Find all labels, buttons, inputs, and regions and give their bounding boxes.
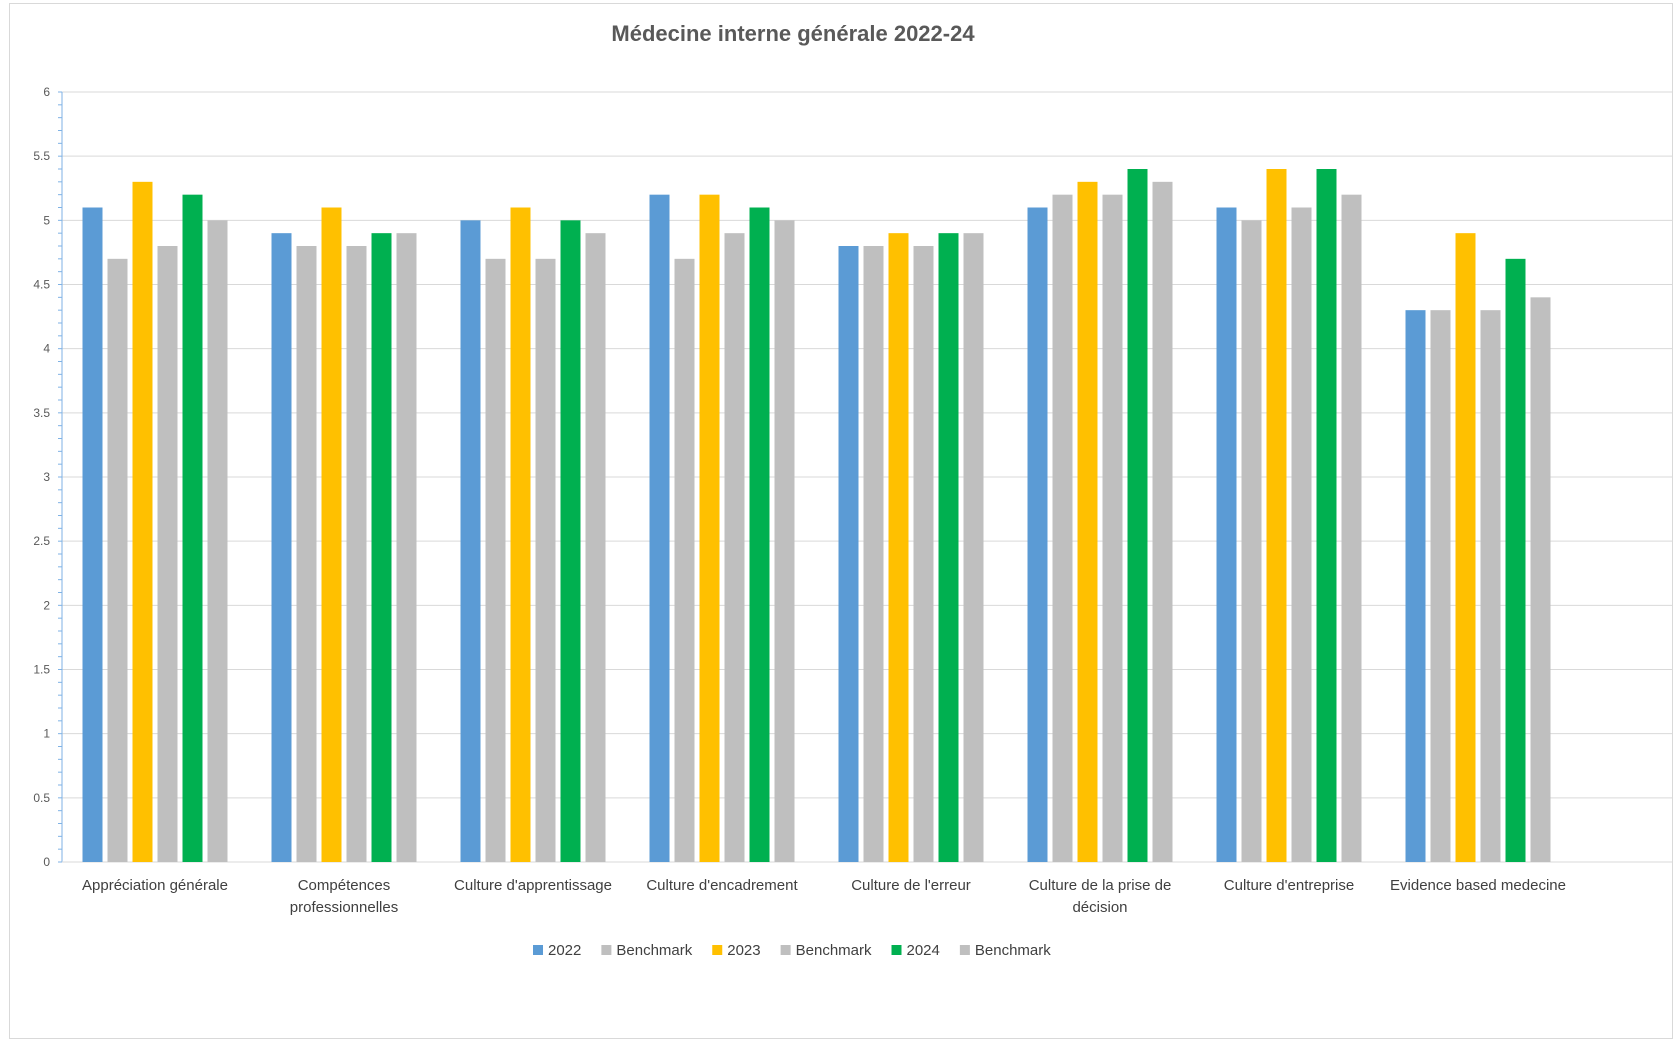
y-tick-label: 3 (43, 470, 50, 484)
bar-benchmark-3 (535, 258, 556, 862)
bar-2024-8 (1505, 258, 1526, 862)
y-tick-label: 5 (43, 213, 50, 227)
bar-2024-5 (938, 233, 959, 862)
bar-2024-3 (560, 220, 581, 863)
bar-2022-1 (82, 207, 103, 862)
bar-2024-6 (1127, 169, 1148, 862)
bar-benchmark-3 (585, 233, 606, 862)
bar-benchmark-4 (674, 258, 695, 862)
bar-benchmark-8 (1430, 310, 1451, 863)
legend-label: Benchmark (796, 942, 872, 959)
bar-2023-3 (510, 207, 531, 862)
x-category-label: Appréciation générale (82, 877, 228, 894)
bar-2023-4 (699, 194, 720, 862)
bar-benchmark-1 (207, 220, 228, 863)
y-tick-label: 3.5 (33, 406, 50, 420)
bar-2024-4 (749, 207, 770, 862)
bar-benchmark-1 (107, 258, 128, 862)
bar-2023-8 (1455, 233, 1476, 862)
bar-benchmark-2 (346, 246, 367, 862)
x-category-label: Culture d'encadrement (646, 877, 798, 894)
bar-benchmark-4 (774, 220, 795, 863)
bar-2022-5 (838, 246, 859, 862)
bar-2023-6 (1077, 181, 1098, 863)
x-category-label: Culture de la prise de (1029, 877, 1172, 894)
bar-benchmark-5 (913, 246, 934, 862)
y-tick-label: 0.5 (33, 791, 50, 805)
bar-benchmark-4 (724, 233, 745, 862)
bar-2023-7 (1266, 169, 1287, 862)
bar-benchmark-5 (863, 246, 884, 862)
y-tick-label: 1 (43, 727, 50, 741)
bar-2024-7 (1316, 169, 1337, 862)
legend-swatch (959, 945, 970, 955)
y-tick-label: 4 (43, 342, 50, 356)
bar-benchmark-2 (396, 233, 417, 862)
y-tick-label: 6 (43, 85, 50, 99)
bar-benchmark-6 (1052, 194, 1073, 862)
y-tick-label: 5.5 (33, 149, 50, 163)
bar-2023-1 (132, 181, 153, 863)
bar-2024-1 (182, 194, 203, 862)
bar-benchmark-7 (1291, 207, 1312, 862)
bar-benchmark-6 (1152, 181, 1173, 863)
y-tick-label: 4.5 (33, 278, 50, 292)
x-category-label: Culture d'entreprise (1224, 877, 1354, 894)
x-category-label: Culture d'apprentissage (454, 877, 612, 894)
legend-label: 2024 (907, 942, 940, 959)
bar-benchmark-6 (1102, 194, 1123, 862)
legend-swatch (601, 945, 612, 955)
bar-2022-7 (1216, 207, 1237, 862)
bar-benchmark-1 (157, 246, 178, 862)
legend-label: Benchmark (975, 942, 1051, 959)
x-category-label: décision (1072, 899, 1127, 916)
bar-benchmark-2 (296, 246, 317, 862)
bar-2022-8 (1405, 310, 1426, 863)
x-category-label: professionnelles (290, 899, 398, 916)
chart-frame: Médecine interne générale 2022-24 0 0.5 1 1… (9, 3, 1673, 1039)
chart-title: Médecine interne générale 2022-24 (611, 21, 975, 46)
x-category-label: Evidence based medecine (1390, 877, 1566, 894)
legend-label: Benchmark (616, 942, 692, 959)
bar-benchmark-8 (1480, 310, 1501, 863)
legend-swatch (712, 945, 723, 955)
bar-2022-3 (460, 220, 481, 863)
x-category-label: Culture de l'erreur (851, 877, 971, 894)
bar-benchmark-8 (1530, 297, 1551, 862)
y-tick-label: 1.5 (33, 663, 50, 677)
bar-benchmark-3 (485, 258, 506, 862)
legend-swatch (533, 945, 543, 955)
legend-label: 2023 (727, 942, 760, 959)
bar-benchmark-7 (1241, 220, 1262, 863)
y-tick-label: 0 (43, 855, 50, 869)
legend-swatch (891, 945, 902, 955)
bar-2022-4 (649, 194, 670, 862)
bar-chart: Médecine interne générale 2022-24 0 0.5 1 1… (33, 21, 1673, 959)
bar-2022-2 (271, 233, 292, 862)
legend-swatch (780, 945, 791, 955)
legend-label: 2022 (548, 942, 581, 959)
bar-2023-2 (321, 207, 342, 862)
y-tick-label: 2 (43, 598, 50, 612)
y-tick-label: 2.5 (33, 534, 50, 548)
bar-2022-6 (1027, 207, 1048, 862)
bar-benchmark-5 (963, 233, 984, 862)
bar-2024-2 (371, 233, 392, 862)
bar-benchmark-7 (1341, 194, 1362, 862)
x-category-label: Compétences (298, 877, 391, 894)
bar-2023-5 (888, 233, 909, 862)
